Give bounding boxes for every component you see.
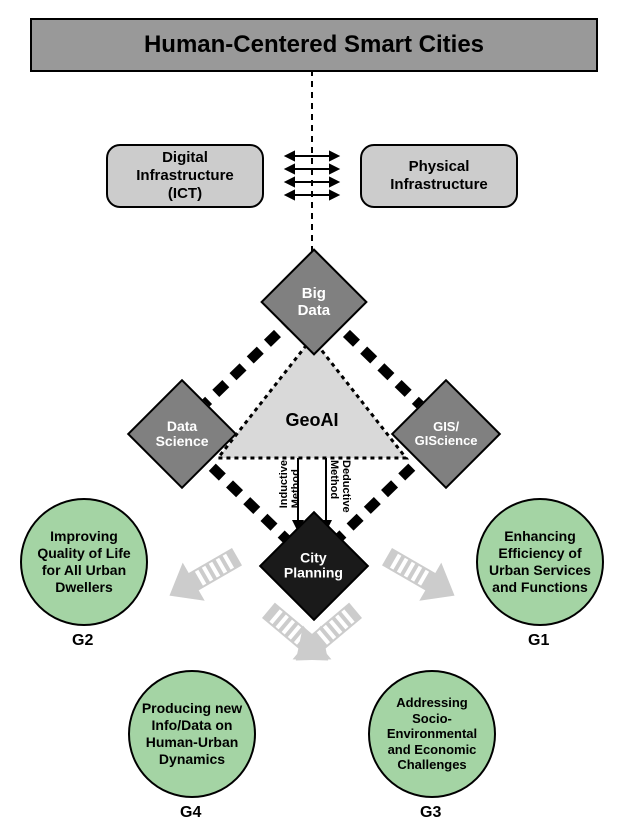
goal-g1-text: Enhancing Efficiency of Urban Services a… xyxy=(486,528,594,595)
physical-infra-box: PhysicalInfrastructure xyxy=(360,144,518,208)
digital-infra-text: DigitalInfrastructure(ICT) xyxy=(136,149,234,203)
gis-text: GIS/GIScience xyxy=(415,420,478,449)
title-bar: Human-Centered Smart Cities xyxy=(30,18,598,72)
geoai-label: GeoAI xyxy=(276,410,348,431)
title-text: Human-Centered Smart Cities xyxy=(144,31,484,59)
goal-g2-circle: Improving Quality of Life for All Urban … xyxy=(20,498,148,626)
inductive-method-label: InductiveMethod xyxy=(278,460,302,508)
city-planning-diamond: CityPlanning xyxy=(259,511,369,621)
physical-infra-text: PhysicalInfrastructure xyxy=(390,158,488,194)
big-data-diamond: BigData xyxy=(260,248,367,355)
goal-g1-label: G1 xyxy=(528,632,549,650)
gis-diamond: GIS/GIScience xyxy=(391,379,501,489)
goal-g4-circle: Producing new Info/Data on Human-Urban D… xyxy=(128,670,256,798)
data-science-text: DataScience xyxy=(156,419,209,450)
goal-g2-text: Improving Quality of Life for All Urban … xyxy=(30,528,138,595)
goal-g1-circle: Enhancing Efficiency of Urban Services a… xyxy=(476,498,604,626)
digital-infra-box: DigitalInfrastructure(ICT) xyxy=(106,144,264,208)
goal-g4-text: Producing new Info/Data on Human-Urban D… xyxy=(138,700,246,767)
goal-g3-text: Addressing Socio-Environmental and Econo… xyxy=(378,695,486,773)
data-science-diamond: DataScience xyxy=(127,379,237,489)
goal-g4-label: G4 xyxy=(180,804,201,822)
goal-g3-label: G3 xyxy=(420,804,441,822)
city-planning-text: CityPlanning xyxy=(284,551,343,582)
big-data-text: BigData xyxy=(298,285,331,318)
diagram-canvas: Human-Centered Smart Cities xyxy=(0,0,624,834)
goal-g3-circle: Addressing Socio-Environmental and Econo… xyxy=(368,670,496,798)
deductive-method-label: DeductiveMethod xyxy=(328,460,352,513)
goal-g2-label: G2 xyxy=(72,632,93,650)
